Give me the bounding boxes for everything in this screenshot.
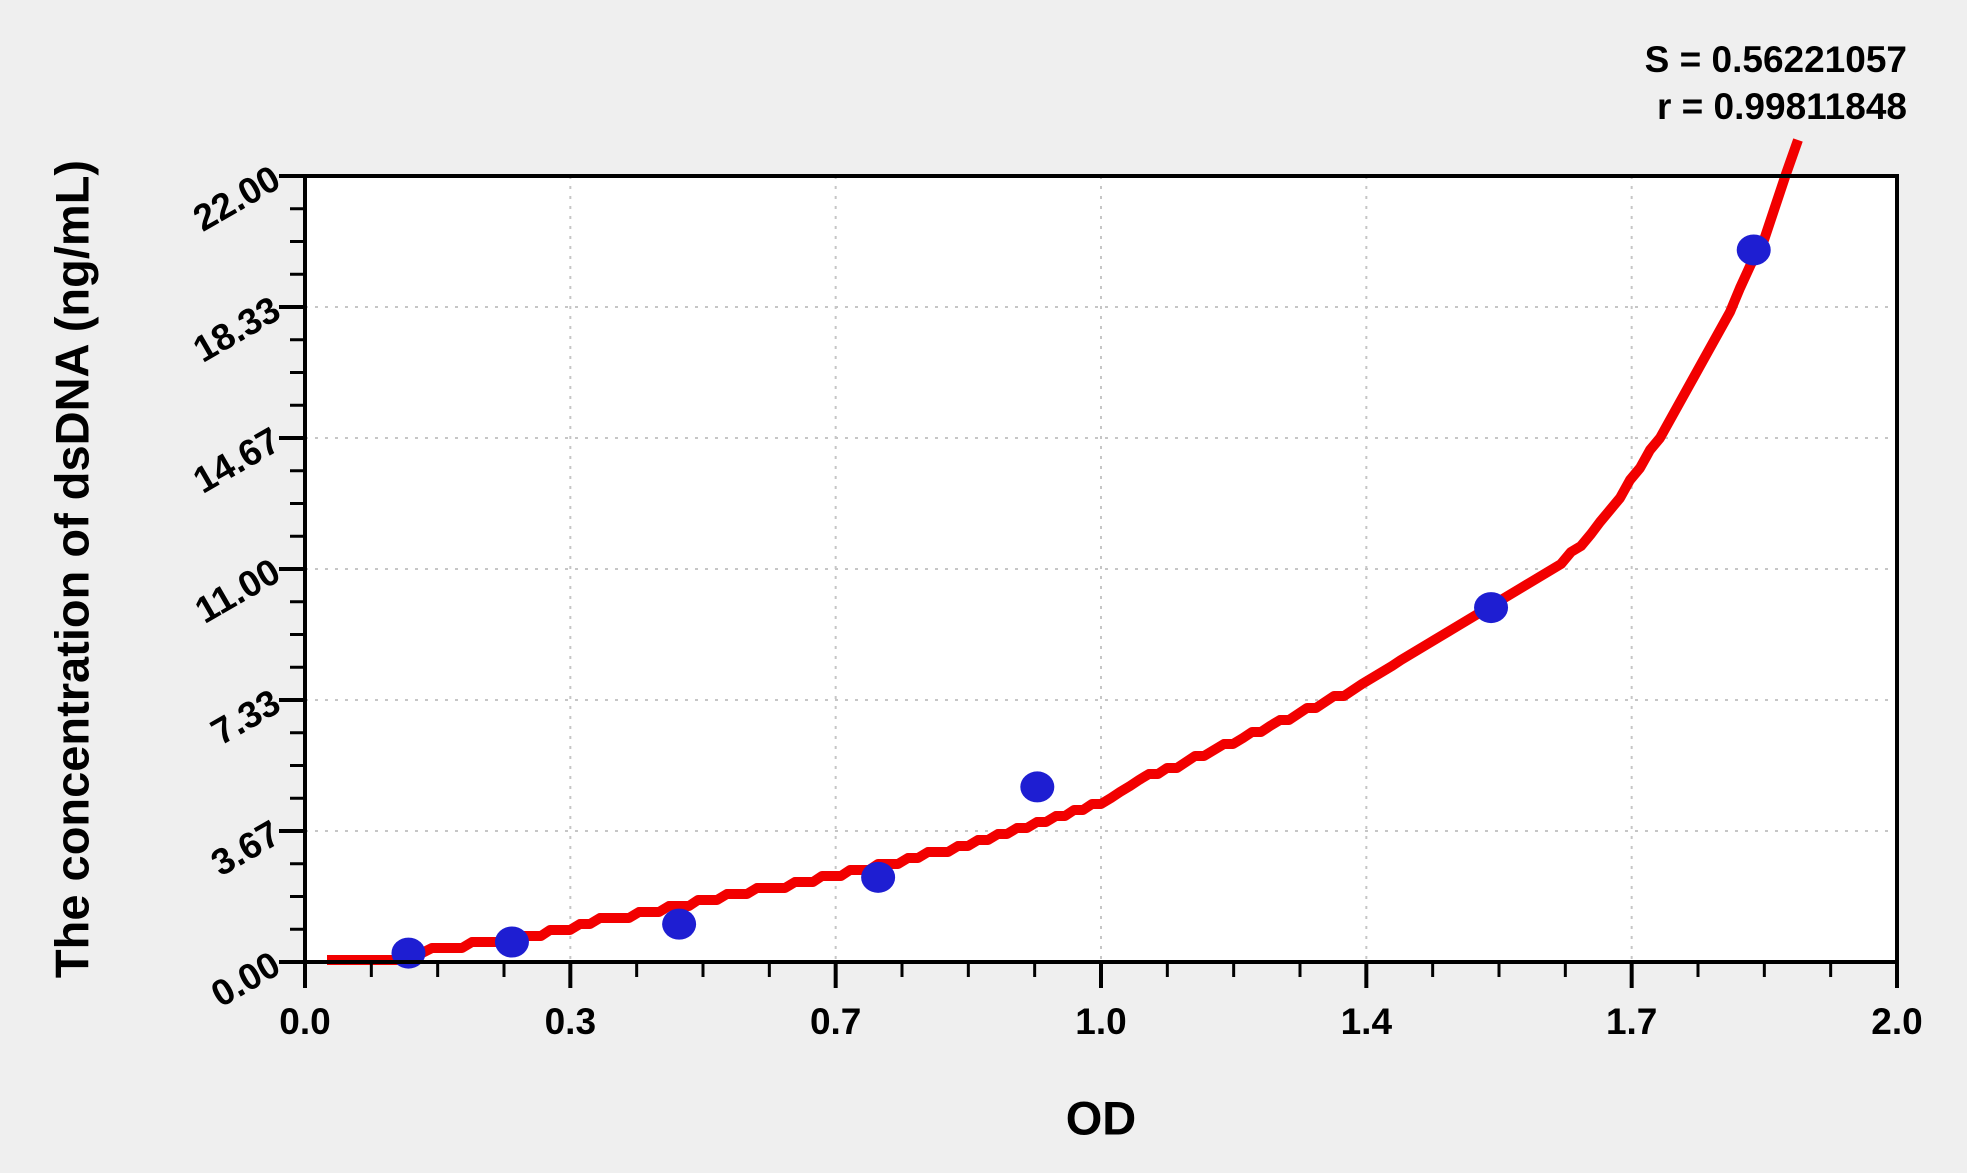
data-point	[494, 926, 529, 958]
data-point	[861, 861, 896, 893]
x-tick-label: 2.0	[1871, 1001, 1922, 1042]
x-tick-label: 0.0	[279, 1001, 330, 1042]
y-tick-label: 0.00	[204, 943, 287, 1015]
y-tick-label: 3.67	[204, 812, 287, 884]
y-tick-label: 18.33	[186, 288, 287, 370]
x-tick-label: 1.7	[1606, 1001, 1657, 1042]
data-point	[1020, 771, 1055, 803]
fit-statistics: S = 0.56221057 r = 0.99811848	[1645, 36, 1907, 131]
y-tick-label: 7.33	[204, 681, 287, 753]
x-tick-label: 1.4	[1341, 1001, 1393, 1042]
data-point	[1736, 234, 1771, 266]
x-axis-title: OD	[1065, 1091, 1137, 1145]
r-value: r = 0.99811848	[1656, 86, 1907, 128]
x-tick-label: 0.3	[545, 1001, 596, 1042]
y-tick-label: 11.00	[188, 550, 287, 631]
x-tick-label: 0.7	[810, 1001, 861, 1042]
data-point	[1474, 592, 1509, 624]
y-tick-label: 14.67	[186, 419, 287, 501]
data-point	[662, 908, 697, 940]
x-tick-label: 1.0	[1075, 1001, 1126, 1042]
s-value: S = 0.56221057	[1644, 39, 1907, 80]
y-tick-label: 22.00	[186, 157, 287, 239]
standard-curve	[327, 138, 1803, 965]
